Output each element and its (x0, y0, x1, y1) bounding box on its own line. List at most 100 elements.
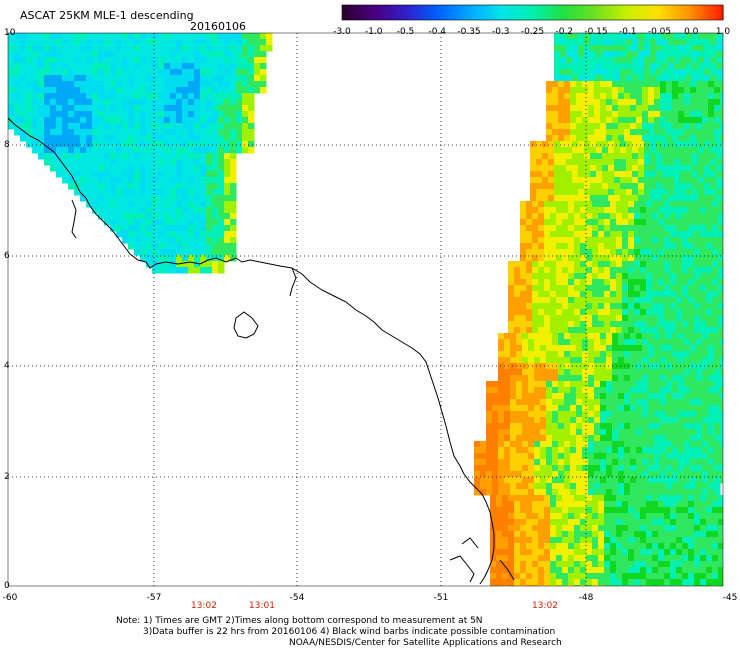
swath-pixel (562, 213, 569, 220)
swath-pixel (200, 189, 207, 196)
swath-pixel (718, 501, 723, 508)
swath-pixel (618, 417, 625, 424)
swath-pixel (520, 285, 527, 292)
swath-pixel (582, 435, 589, 442)
swath-pixel (520, 267, 527, 274)
swath-pixel (716, 153, 723, 160)
swath-pixel (682, 519, 689, 526)
swath-pixel (224, 81, 231, 88)
swath-pixel (646, 219, 653, 226)
swath-pixel (568, 321, 575, 328)
swath-pixel (616, 243, 623, 250)
swath-pixel (676, 231, 683, 238)
swath-pixel (20, 57, 27, 64)
swath-pixel (628, 561, 635, 568)
swath-pixel (700, 267, 707, 274)
swath-pixel (520, 501, 527, 508)
swath-pixel (620, 63, 627, 70)
swath-pixel (698, 33, 705, 40)
swath-pixel (696, 339, 703, 346)
swath-pixel (146, 261, 153, 268)
swath-pixel (650, 39, 657, 46)
swath-pixel (116, 75, 123, 82)
swath-pixel (700, 255, 707, 262)
swath-pixel (510, 381, 517, 388)
swath-pixel (676, 501, 683, 508)
swath-pixel (580, 495, 587, 502)
swath-pixel (98, 207, 105, 214)
swath-pixel (556, 579, 563, 586)
swath-pixel (706, 273, 713, 280)
swath-pixel (50, 39, 57, 46)
swath-pixel (674, 159, 681, 166)
swath-pixel (598, 531, 605, 538)
swath-pixel (572, 57, 579, 64)
swath-pixel (720, 417, 723, 424)
swath-pixel (612, 81, 619, 88)
swath-pixel (170, 243, 177, 250)
swath-pixel (556, 525, 563, 532)
swath-pixel (642, 411, 649, 418)
swath-pixel (586, 525, 593, 532)
swath-pixel (700, 519, 707, 526)
swath-pixel (498, 447, 505, 454)
swath-pixel (622, 291, 629, 298)
swath-pixel (678, 435, 685, 442)
swath-pixel (642, 477, 649, 484)
swath-pixel (194, 159, 201, 166)
swath-pixel (670, 201, 677, 208)
swath-pixel (564, 381, 571, 388)
swath-pixel (592, 261, 599, 268)
swath-pixel (116, 135, 123, 142)
swath-pixel (224, 195, 231, 202)
swath-pixel (688, 579, 695, 586)
swath-pixel (550, 225, 557, 232)
swath-pixel (164, 93, 171, 100)
swath-pixel (188, 147, 195, 154)
swath-pixel (598, 555, 605, 562)
swath-pixel (660, 93, 667, 100)
swath-pixel (134, 81, 141, 88)
swath-pixel (44, 69, 51, 76)
swath-pixel (514, 321, 521, 328)
swath-pixel (606, 399, 613, 406)
colorbar-segment (472, 5, 476, 20)
swath-pixel (628, 201, 635, 208)
swath-pixel (718, 519, 723, 526)
swath-pixel (80, 105, 87, 112)
swath-pixel (556, 261, 563, 268)
swath-pixel (712, 249, 719, 256)
swath-pixel (652, 231, 659, 238)
swath-pixel (510, 387, 517, 394)
swath-pixel (212, 153, 219, 160)
swath-pixel (690, 339, 697, 346)
swath-pixel (558, 105, 565, 112)
swath-pixel (496, 561, 503, 568)
swath-pixel (556, 555, 563, 562)
swath-pixel (616, 309, 623, 316)
swath-pixel (526, 219, 533, 226)
lat-label-2: 2 (4, 472, 10, 482)
swath-pixel (628, 213, 635, 220)
swath-pixel (510, 459, 517, 466)
swath-pixel (652, 327, 659, 334)
swath-pixel (690, 471, 697, 478)
swath-pixel (212, 267, 219, 274)
swath-pixel (92, 147, 99, 154)
swath-pixel (498, 429, 505, 436)
swath-pixel (110, 117, 117, 124)
swath-pixel (630, 105, 637, 112)
swath-pixel (564, 483, 571, 490)
swath-pixel (700, 567, 707, 574)
swath-pixel (558, 489, 565, 496)
swath-pixel (676, 237, 683, 244)
swath-pixel (594, 453, 601, 460)
swath-pixel (614, 39, 621, 46)
swath-pixel (596, 165, 603, 172)
swath-pixel (660, 405, 667, 412)
swath-pixel (616, 555, 623, 562)
colorbar-segment (557, 5, 562, 20)
swath-pixel (680, 45, 687, 52)
lon-label-48: -48 (578, 593, 594, 603)
swath-pixel (116, 87, 123, 94)
